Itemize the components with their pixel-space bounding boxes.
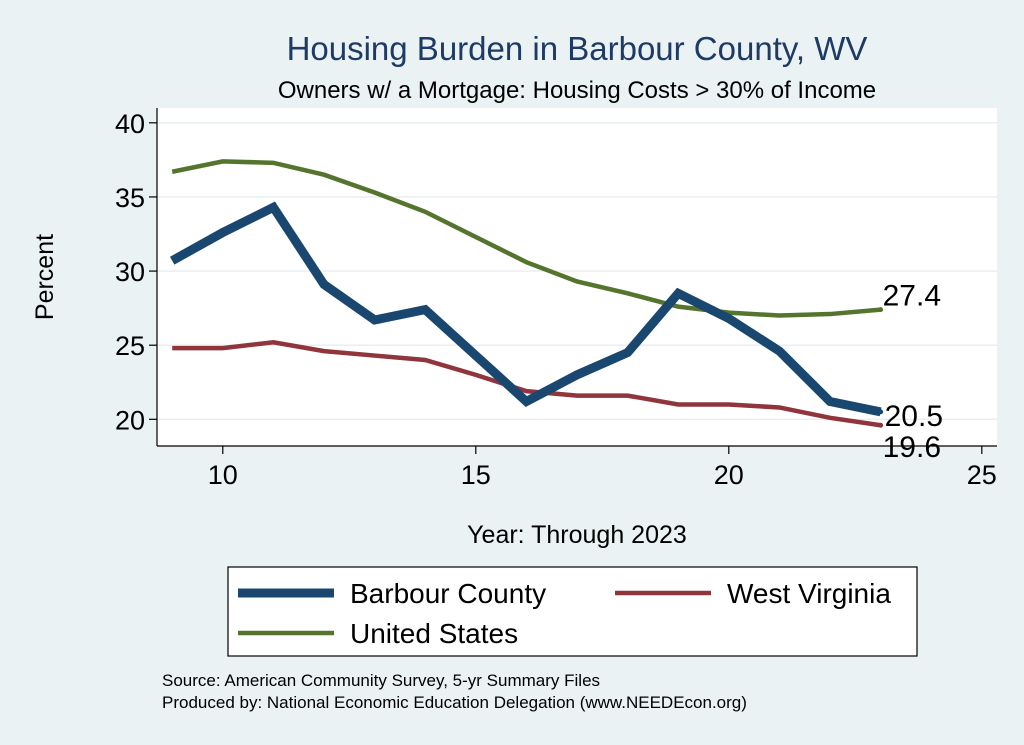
end-label-west-virginia: 19.6 — [883, 431, 941, 464]
legend-box — [227, 566, 918, 657]
plot-area — [157, 108, 997, 446]
x-axis-label: Year: Through 2023 — [467, 521, 687, 549]
end-point-united-states — [878, 307, 884, 313]
series-line-barbour-county — [169, 201, 882, 417]
end-label-united-states: 27.4 — [883, 280, 941, 313]
y-tick-label: 40 — [115, 109, 145, 139]
series-layer: 20.519.6 27.4 — [169, 159, 943, 464]
legend-label: West Virginia — [727, 578, 891, 609]
x-tick-label: 20 — [714, 460, 744, 490]
source-note: Source: American Community Survey, 5-yr … — [162, 671, 600, 690]
end-point-west-virginia — [878, 422, 884, 428]
legend: Barbour County West Virginia United States — [238, 578, 891, 649]
series-line-united-states — [171, 159, 881, 318]
y-axis-label: Percent — [31, 234, 59, 320]
gridlines — [157, 122, 997, 420]
x-axis-ticks: 10 15 20 25 — [208, 446, 997, 490]
y-tick-label: 20 — [115, 405, 145, 435]
chart-title: Housing Burden in Barbour County, WV — [287, 30, 868, 67]
legend-label: Barbour County — [350, 578, 546, 609]
y-axis-ticks: 20 25 30 35 40 — [115, 109, 157, 435]
end-label-barbour-county: 20.5 — [885, 400, 943, 433]
x-tick-label: 15 — [461, 460, 491, 490]
y-tick-label: 30 — [115, 257, 145, 287]
x-tick-label: 25 — [967, 460, 997, 490]
x-tick-label: 10 — [208, 460, 238, 490]
chart-subtitle: Owners w/ a Mortgage: Housing Costs > 30… — [278, 77, 876, 104]
end-point-barbour-county — [878, 409, 884, 415]
producer-note: Produced by: National Economic Education… — [162, 693, 747, 712]
series-line-west-virginia — [172, 339, 881, 428]
legend-label: United States — [350, 618, 518, 649]
y-tick-label: 35 — [115, 183, 145, 213]
y-tick-label: 25 — [115, 331, 145, 361]
